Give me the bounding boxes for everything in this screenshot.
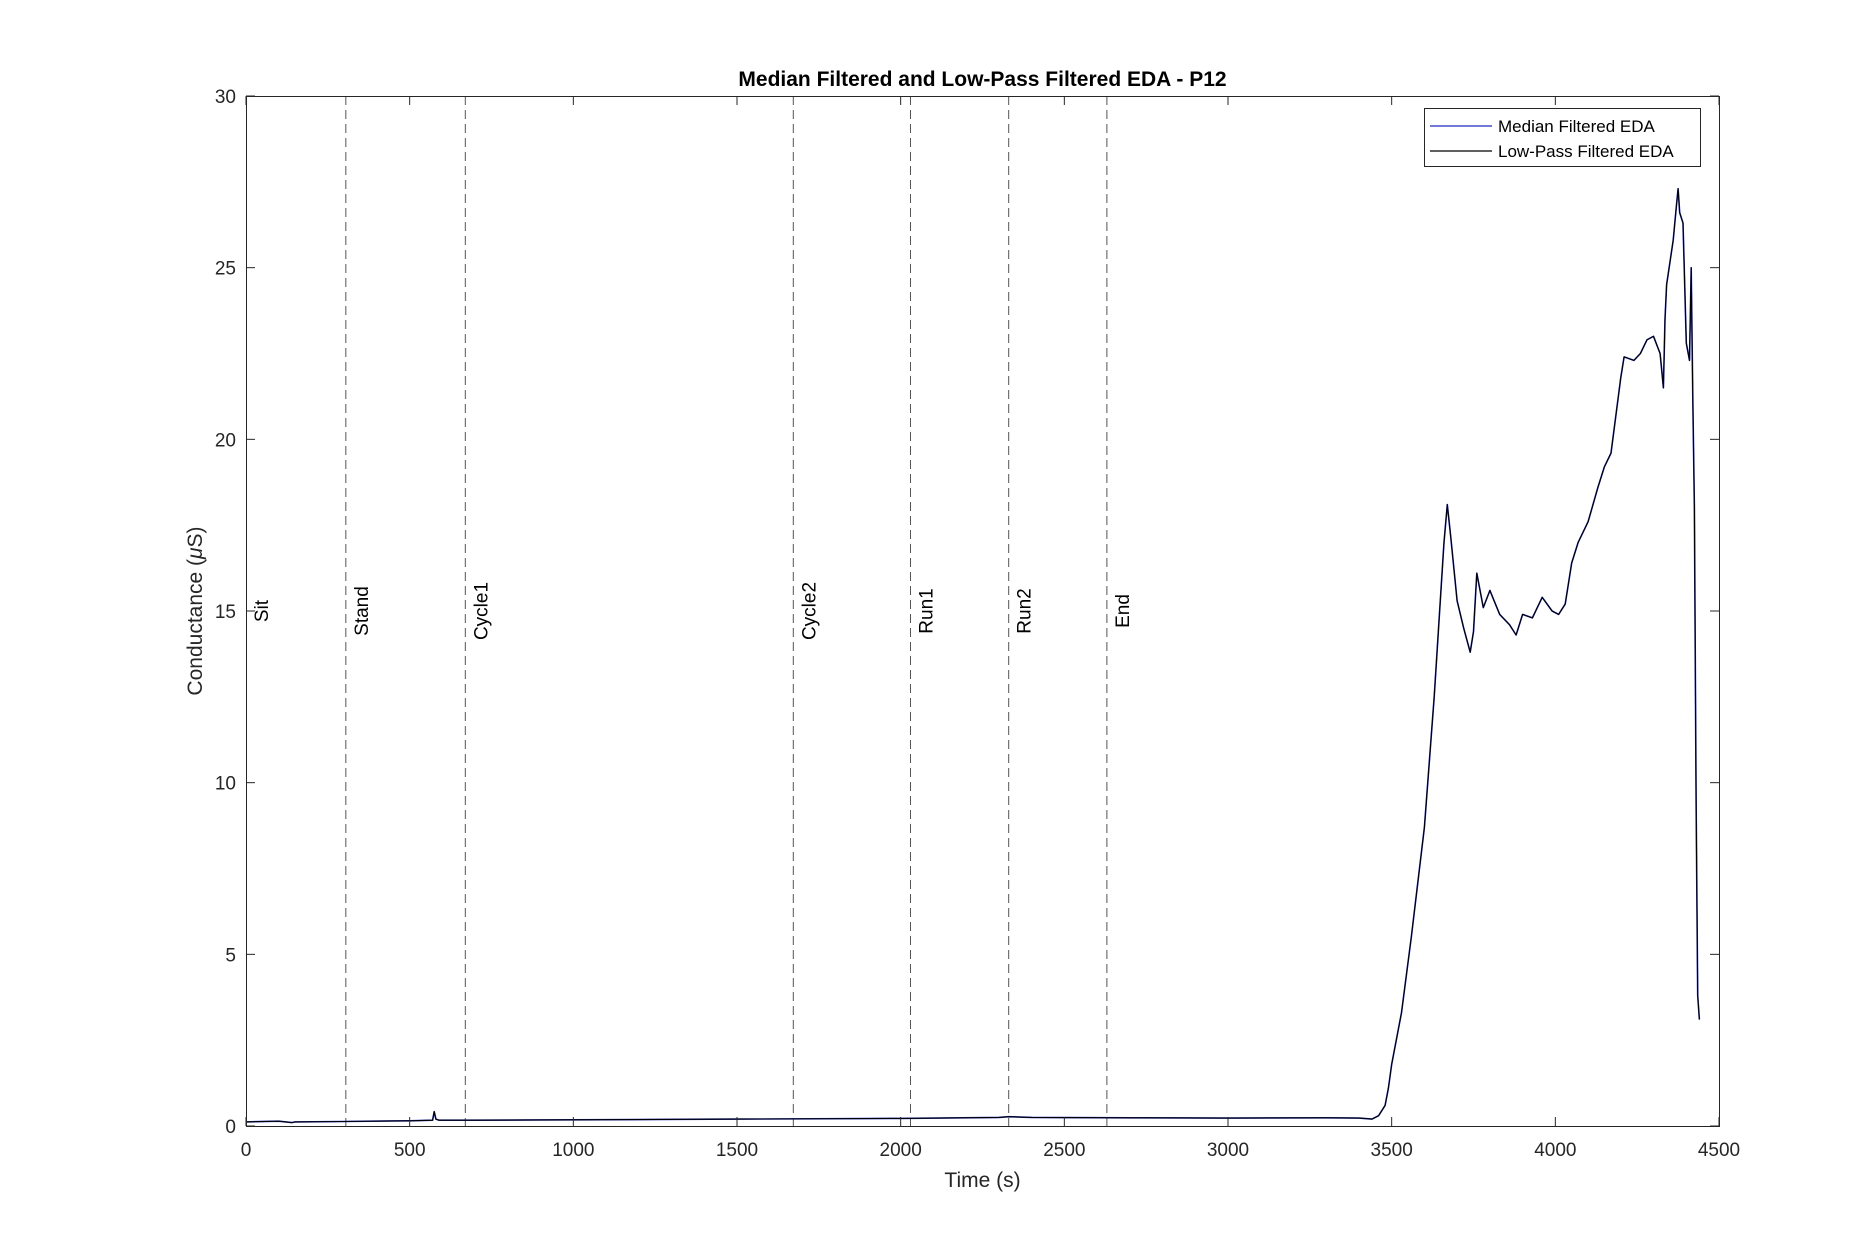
legend-box <box>1424 108 1701 167</box>
y-tick-label: 10 <box>215 774 236 795</box>
phase-marker-label: Sit <box>252 599 273 622</box>
legend-entry-lowpass: Low-Pass Filtered EDA <box>1498 142 1674 161</box>
y-axis-label-suffix: S) <box>184 526 207 547</box>
x-tick-label: 3000 <box>1207 1140 1249 1161</box>
y-axis-label: Conductance (μS) <box>184 526 207 695</box>
x-tick-label: 1000 <box>552 1140 594 1161</box>
y-tick-label: 20 <box>215 430 236 451</box>
y-tick-label: 25 <box>215 259 236 280</box>
phase-marker-label: Stand <box>352 586 373 636</box>
axis-ticks: 0 500 1000 1500 2000 2500 3000 3500 4000 4500 0 5 10… <box>215 87 1740 1161</box>
x-axis-label: Time (s) <box>944 1169 1020 1192</box>
x-tick-label: 4500 <box>1698 1140 1740 1161</box>
x-tick-label: 1500 <box>716 1140 758 1161</box>
y-tick-label: 0 <box>225 1117 236 1138</box>
phase-marker-label: Cycle1 <box>471 582 492 640</box>
legend: Median Filtered EDA Low-Pass Filtered ED… <box>1424 108 1701 167</box>
x-tick-label: 2500 <box>1043 1140 1085 1161</box>
x-tick-label: 500 <box>394 1140 426 1161</box>
phase-marker-label: Run2 <box>1015 588 1036 633</box>
chart-title: Median Filtered and Low-Pass Filtered ED… <box>738 68 1226 91</box>
series-line-lowpass <box>245 188 1700 1124</box>
plot-area: Sit Stand Cycle1 Cycle2 Run1 Run2 End 0 500 1000… <box>215 87 1740 1161</box>
y-axis-label-prefix: Conductance ( <box>184 559 207 696</box>
y-tick-label: 30 <box>215 87 236 108</box>
phase-markers: Sit Stand Cycle1 Cycle2 Run1 Run2 End <box>252 96 1134 1126</box>
series-layer <box>245 187 1701 1124</box>
y-tick-label: 15 <box>215 602 236 623</box>
phase-marker-label: End <box>1113 594 1134 628</box>
y-axis-label-mu: μ <box>184 547 207 560</box>
y-tick-label: 5 <box>225 945 236 966</box>
x-tick-label: 3500 <box>1371 1140 1413 1161</box>
x-tick-label: 4000 <box>1534 1140 1576 1161</box>
x-tick-label: 2000 <box>880 1140 922 1161</box>
phase-marker-label: Run1 <box>916 588 937 633</box>
legend-entry-median: Median Filtered EDA <box>1498 117 1656 136</box>
phase-marker-label: Cycle2 <box>799 582 820 640</box>
x-tick-label: 0 <box>241 1140 252 1161</box>
axes-background <box>246 96 1719 1126</box>
